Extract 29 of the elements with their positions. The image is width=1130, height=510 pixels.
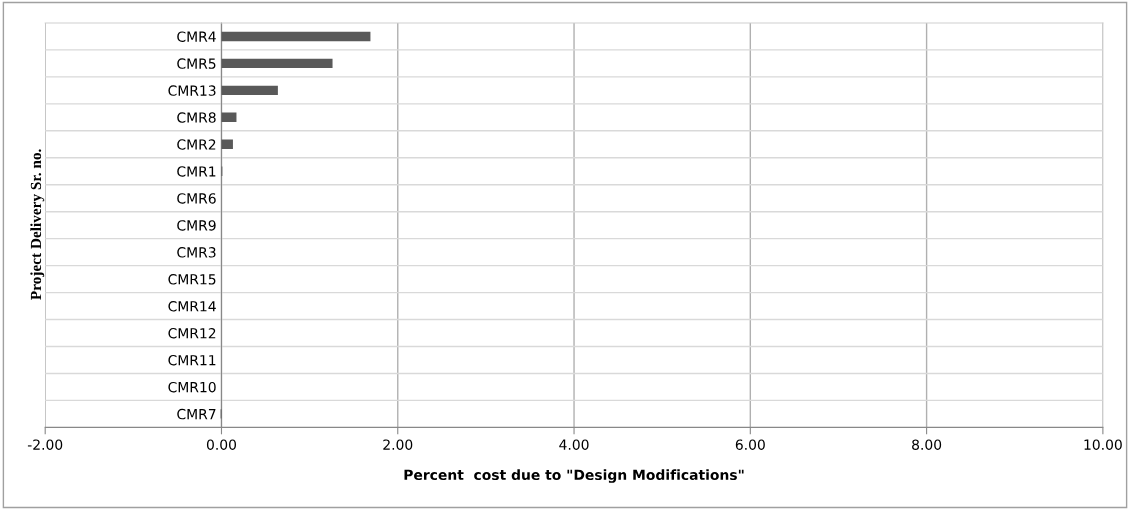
bar <box>221 139 233 149</box>
x-tick-label: 4.00 <box>559 439 589 450</box>
x-tick-label: 2.00 <box>383 439 413 450</box>
y-tick-label: CMR4 <box>177 31 216 42</box>
y-tick-label: CMR1 <box>177 166 216 177</box>
bar <box>221 58 333 69</box>
bar <box>221 31 371 42</box>
y-tick-label: CMR3 <box>177 247 216 258</box>
y-axis-title: Project Delivery Sr. no. <box>30 149 45 300</box>
y-tick-label: CMR14 <box>168 301 216 312</box>
bar <box>221 85 278 96</box>
y-tick-label: CMR15 <box>168 274 216 285</box>
bar <box>221 112 237 123</box>
x-axis-title: Percent cost due to "Design Modifications" <box>404 469 744 483</box>
y-tick-label: CMR2 <box>177 139 216 150</box>
x-tick-label: 6.00 <box>735 439 765 450</box>
x-tick-label: 8.00 <box>912 439 942 450</box>
x-tick-label: -2.00 <box>27 439 63 450</box>
x-tick-label: 0.00 <box>206 439 237 450</box>
y-tick-label: CMR5 <box>177 58 216 69</box>
y-tick-label: CMR12 <box>168 327 216 339</box>
y-tick-label: CMR13 <box>168 85 216 96</box>
y-tick-label: CMR10 <box>168 381 216 393</box>
y-tick-label: CMR9 <box>177 220 216 231</box>
x-tick-label: 10.00 <box>1084 439 1122 450</box>
y-tick-label: CMR11 <box>168 354 216 366</box>
y-tick-label: CMR8 <box>177 112 216 123</box>
y-tick-label: CMR7 <box>177 408 216 420</box>
y-tick-label: CMR6 <box>177 193 216 204</box>
